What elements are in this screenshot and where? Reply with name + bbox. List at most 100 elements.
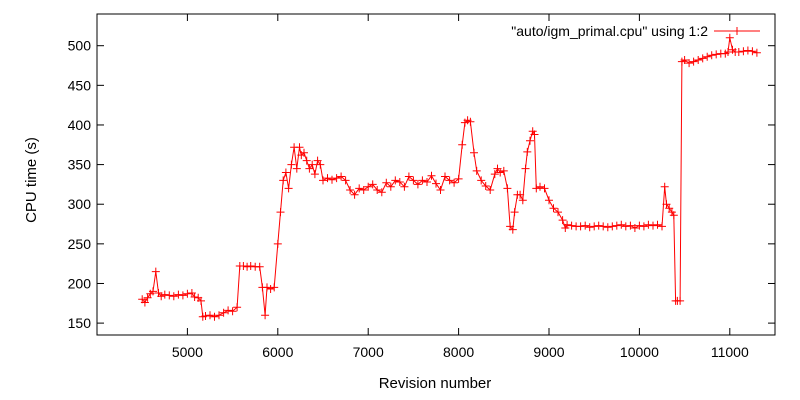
data-point [689, 57, 698, 66]
axis-ticks [97, 14, 775, 335]
data-point [190, 293, 199, 301]
data-point [441, 172, 449, 181]
data-point [694, 56, 703, 64]
data-point [454, 174, 463, 183]
data-point [233, 303, 242, 312]
data-point [658, 222, 666, 231]
data-point [521, 164, 530, 173]
data-point [368, 180, 377, 189]
data-point [667, 208, 676, 217]
data-point [558, 216, 567, 225]
data-point [427, 171, 436, 180]
data-point [707, 51, 716, 60]
data-point [516, 190, 525, 199]
data-point [243, 262, 252, 271]
data-point [585, 223, 594, 232]
data-point [292, 164, 301, 173]
data-point [436, 186, 445, 194]
data-point [549, 204, 558, 213]
data-point [323, 174, 332, 183]
data-point [373, 186, 382, 194]
data-point [178, 291, 187, 300]
data-point [341, 176, 350, 185]
x-tick-label: 8000 [443, 344, 474, 360]
data-point [486, 186, 495, 194]
data-point [337, 172, 346, 181]
data-point [540, 184, 549, 193]
data-point [734, 48, 743, 56]
plot-frame [96, 13, 776, 336]
data-point [382, 178, 391, 187]
legend: "auto/igm_primal.cpu" using 1:2 [511, 23, 760, 39]
data-point [228, 307, 237, 316]
data-point [151, 267, 160, 276]
y-axis-label: CPU time (s) [23, 137, 40, 223]
data-point [752, 48, 761, 57]
data-point [612, 221, 621, 230]
data-point [418, 176, 427, 185]
data-point [530, 130, 539, 139]
data-point [364, 182, 373, 191]
data-point [276, 208, 285, 217]
data-point [554, 208, 562, 217]
data-point [270, 283, 279, 292]
data-point [332, 174, 341, 183]
data-point [215, 311, 223, 320]
x-tick-label: 7000 [353, 344, 384, 360]
data-point [183, 289, 192, 298]
data-point [266, 285, 275, 293]
data-point [263, 283, 271, 292]
data-point [712, 50, 721, 59]
y-tick-label: 450 [68, 77, 92, 93]
data-point [635, 221, 644, 230]
data-point [423, 178, 431, 186]
y-tick-label: 250 [68, 236, 92, 252]
data-point [626, 221, 635, 230]
data-point [603, 223, 612, 232]
data-point [316, 160, 325, 169]
data-point [302, 156, 311, 165]
data-point [284, 184, 293, 193]
data-point [576, 222, 585, 231]
data-point [503, 184, 512, 193]
data-point [160, 290, 169, 299]
data-point [528, 127, 537, 136]
data-point [279, 176, 288, 185]
tick-labels: 5000 6000 7000 8000 9000 10000 11000 150 200 250 3… [68, 38, 749, 360]
y-tick-label: 350 [68, 157, 92, 173]
data-point [149, 287, 157, 296]
data-point [300, 148, 308, 157]
data-point [644, 220, 653, 229]
data-point [404, 172, 413, 181]
data-point [377, 188, 386, 197]
data-point [698, 54, 707, 63]
legend-marker [733, 27, 741, 35]
data-point [281, 168, 290, 177]
data-point [197, 296, 205, 305]
data-point [563, 220, 572, 229]
data-point [466, 117, 475, 126]
data-point [470, 148, 478, 157]
data-point [169, 292, 178, 301]
data-point [355, 184, 364, 193]
data-point [255, 262, 264, 271]
data-point [536, 182, 544, 191]
data-point [617, 220, 626, 229]
data-point [660, 182, 669, 191]
x-tick-label: 11000 [711, 344, 749, 360]
data-point [523, 147, 532, 156]
data-point [724, 48, 732, 56]
series-layer [138, 33, 761, 321]
data-point [308, 160, 317, 169]
data-point [287, 160, 296, 169]
data-point [413, 180, 422, 189]
y-tick-label: 150 [68, 315, 92, 331]
data-point [472, 166, 481, 175]
data-point [526, 136, 534, 145]
data-point [165, 291, 174, 300]
data-point [532, 184, 541, 193]
data-point [590, 222, 599, 231]
x-tick-label: 9000 [533, 344, 564, 360]
y-tick-label: 500 [68, 38, 92, 54]
data-point [599, 222, 608, 231]
